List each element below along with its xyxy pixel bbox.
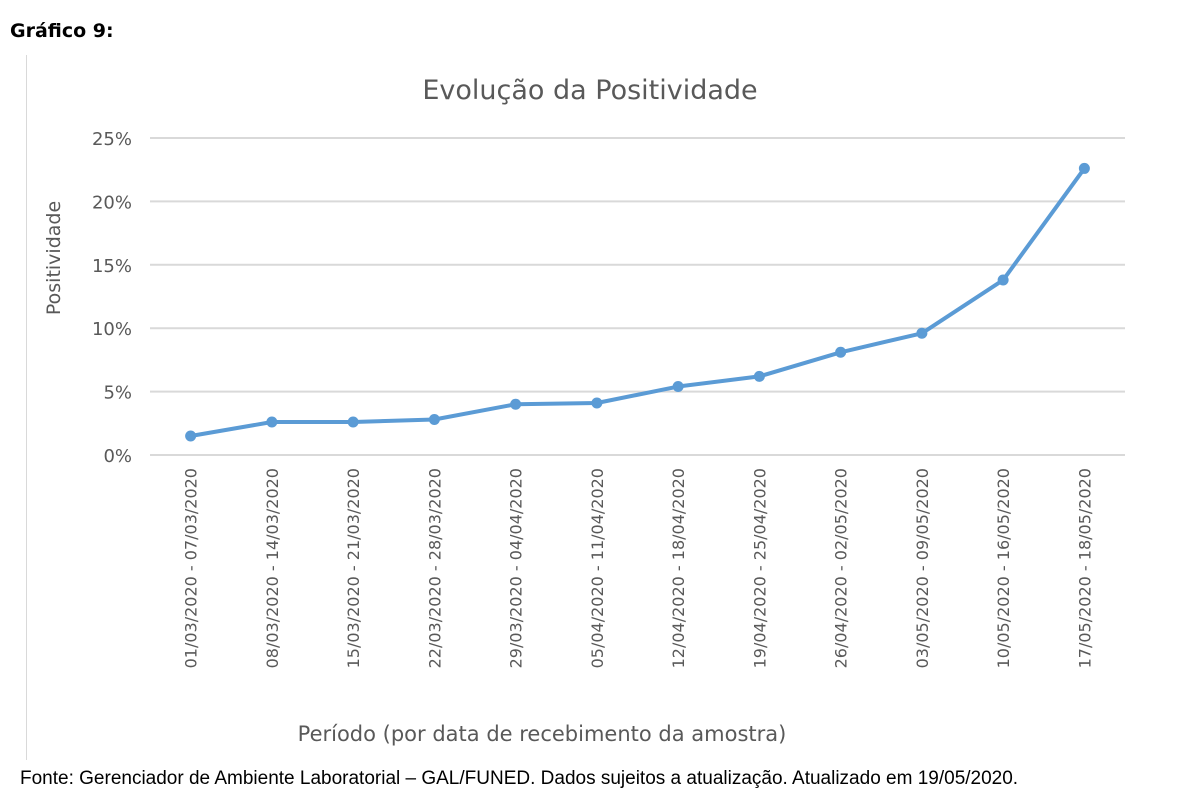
x-tick-label: 12/04/2020 - 18/04/2020 [669, 468, 688, 668]
y-tick-label: 25% [92, 129, 132, 150]
data-point [997, 274, 1009, 286]
x-tick-label: 01/03/2020 - 07/03/2020 [182, 468, 201, 668]
data-point [916, 327, 928, 339]
source-note: Fonte: Gerenciador de Ambiente Laborator… [20, 768, 1019, 789]
y-axis-label: Positividade [43, 201, 65, 315]
y-tick-label: 5% [103, 383, 132, 404]
series-line [188, 166, 1087, 438]
data-point [672, 381, 684, 393]
x-axis-ticks: 01/03/2020 - 07/03/2020 08/03/2020 - 14/0… [182, 468, 1095, 668]
positivity-line-chart: Evolução da Positividade 0% 5% 10% 15% 20% 25… [43, 75, 1125, 746]
x-axis-label: Período (por data de recebimento da amos… [298, 722, 787, 746]
data-point [266, 416, 278, 428]
y-tick-label: 10% [92, 319, 132, 340]
data-point [1078, 162, 1090, 174]
chart-title: Evolução da Positividade [422, 75, 757, 106]
x-tick-label: 22/03/2020 - 28/03/2020 [425, 468, 444, 668]
gridlines [150, 137, 1125, 456]
x-tick-label: 10/05/2020 - 16/05/2020 [994, 468, 1013, 668]
y-axis-ticks: 0% 5% 10% 15% 20% 25% [92, 129, 132, 467]
x-tick-label: 19/04/2020 - 25/04/2020 [750, 468, 769, 668]
y-tick-label: 15% [92, 256, 132, 277]
data-point [185, 430, 197, 442]
data-point [347, 416, 359, 428]
x-tick-label: 05/04/2020 - 11/04/2020 [588, 468, 607, 668]
x-tick-label: 29/03/2020 - 04/04/2020 [507, 468, 526, 668]
data-point [428, 413, 440, 425]
data-point [835, 346, 847, 358]
x-tick-label: 26/04/2020 - 02/05/2020 [832, 468, 851, 668]
y-tick-label: 20% [92, 192, 132, 213]
x-tick-label: 17/05/2020 - 18/05/2020 [1075, 468, 1094, 668]
data-point [591, 397, 603, 409]
x-tick-label: 15/03/2020 - 21/03/2020 [344, 468, 363, 668]
data-point [753, 370, 765, 382]
x-tick-label: 08/03/2020 - 14/03/2020 [263, 468, 282, 668]
frame-divider [26, 55, 27, 760]
figure-label: Gráfico 9: [10, 20, 114, 42]
y-tick-label: 0% [103, 446, 132, 467]
series-layer [185, 162, 1090, 442]
data-point [510, 398, 522, 410]
x-tick-label: 03/05/2020 - 09/05/2020 [913, 468, 932, 668]
